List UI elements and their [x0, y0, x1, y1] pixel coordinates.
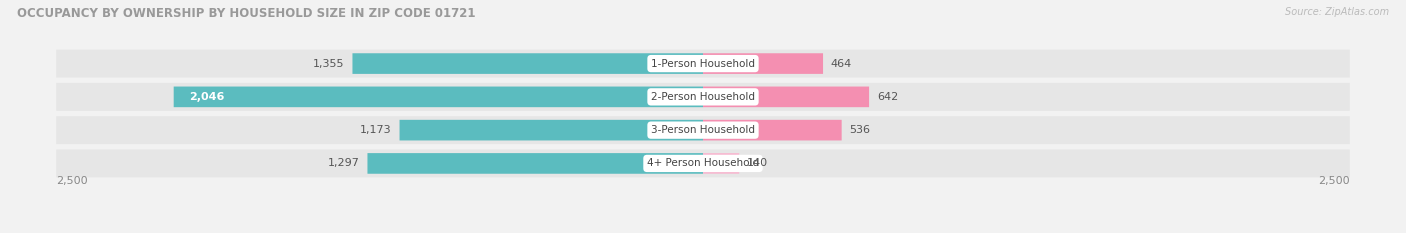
FancyBboxPatch shape [703, 86, 869, 107]
Text: 642: 642 [877, 92, 898, 102]
Text: 2,500: 2,500 [56, 176, 87, 186]
Text: 4+ Person Household: 4+ Person Household [647, 158, 759, 168]
Text: OCCUPANCY BY OWNERSHIP BY HOUSEHOLD SIZE IN ZIP CODE 01721: OCCUPANCY BY OWNERSHIP BY HOUSEHOLD SIZE… [17, 7, 475, 20]
Text: 1,355: 1,355 [314, 58, 344, 69]
Text: 464: 464 [831, 58, 852, 69]
FancyBboxPatch shape [703, 120, 842, 140]
Legend: Owner-occupied, Renter-occupied: Owner-occupied, Renter-occupied [575, 230, 831, 233]
FancyBboxPatch shape [56, 83, 1350, 111]
Text: 1,297: 1,297 [328, 158, 360, 168]
Text: 536: 536 [849, 125, 870, 135]
FancyBboxPatch shape [174, 86, 703, 107]
FancyBboxPatch shape [367, 153, 703, 174]
Text: 3-Person Household: 3-Person Household [651, 125, 755, 135]
Text: 2,046: 2,046 [190, 92, 225, 102]
Text: 1,173: 1,173 [360, 125, 392, 135]
FancyBboxPatch shape [703, 153, 740, 174]
FancyBboxPatch shape [56, 50, 1350, 78]
Text: 140: 140 [747, 158, 768, 168]
Text: 2-Person Household: 2-Person Household [651, 92, 755, 102]
FancyBboxPatch shape [56, 149, 1350, 177]
FancyBboxPatch shape [56, 116, 1350, 144]
Text: Source: ZipAtlas.com: Source: ZipAtlas.com [1285, 7, 1389, 17]
FancyBboxPatch shape [703, 53, 823, 74]
Text: 1-Person Household: 1-Person Household [651, 58, 755, 69]
FancyBboxPatch shape [399, 120, 703, 140]
Text: 2,500: 2,500 [1319, 176, 1350, 186]
FancyBboxPatch shape [353, 53, 703, 74]
